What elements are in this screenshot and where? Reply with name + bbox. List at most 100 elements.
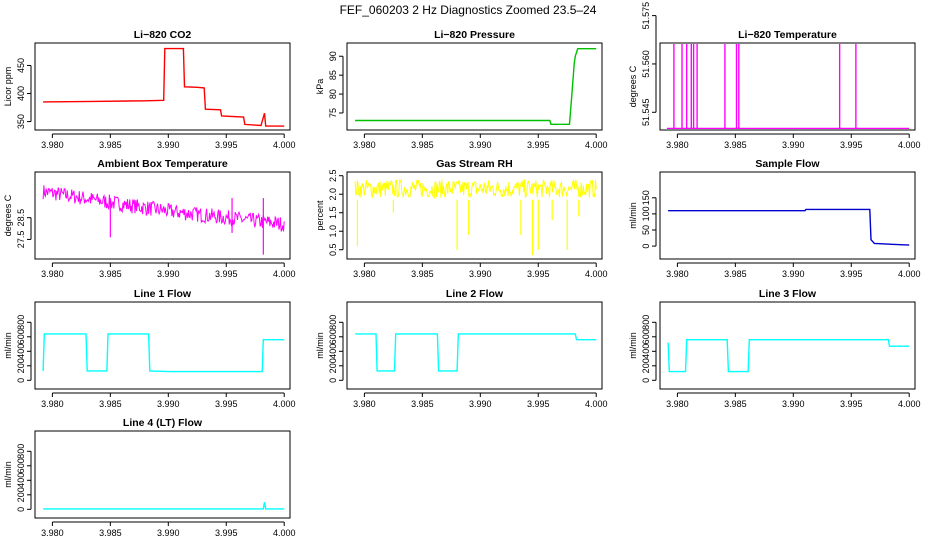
chart-panel: Li−820 CO2 3.980 3.985 3.990 3.995 4.000 350 40… [3, 29, 295, 150]
y-tick-label: 150 [641, 190, 651, 205]
x-tick-label: 3.995 [215, 140, 238, 150]
plot-area [355, 48, 597, 125]
y-tick-label: 800 [16, 315, 26, 330]
plot-frame [346, 301, 603, 390]
y-tick-label: 0.5 [328, 243, 338, 256]
plot-area [355, 333, 597, 372]
x-tick-label: 3.985 [99, 399, 122, 409]
y-tick-label: 1.0 [328, 225, 338, 238]
y-axis-label: ml/min [3, 461, 13, 488]
x-tick-label: 3.995 [840, 269, 863, 279]
data-series-line [668, 208, 910, 246]
y-tick-label: 200 [16, 358, 26, 373]
data-series-line [43, 47, 285, 127]
chart-panel: Line 4 (LT) Flow 3.980 3.985 3.990 3.995 4.00… [3, 417, 295, 538]
y-tick-label: 600 [641, 329, 651, 344]
y-axis: 75 80 85 90 [328, 51, 344, 118]
x-tick-label: 3.995 [215, 399, 238, 409]
x-tick-label: 3.980 [666, 399, 689, 409]
x-tick-label: 4.000 [273, 399, 296, 409]
chart-panel: Line 3 Flow 3.980 3.985 3.990 3.995 4.000 0 200… [628, 288, 920, 409]
x-tick-label: 3.985 [99, 140, 122, 150]
chart-panel: Gas Stream RH 3.980 3.985 3.990 3.995 4.000 0.… [315, 158, 607, 279]
x-tick-label: 4.000 [585, 269, 608, 279]
y-tick-label: 200 [328, 358, 338, 373]
x-axis: 3.980 3.985 3.990 3.995 4.000 [666, 133, 920, 150]
x-tick-label: 3.990 [782, 140, 805, 150]
plot-frame [659, 301, 916, 390]
x-axis: 3.980 3.985 3.990 3.995 4.000 [41, 521, 296, 538]
y-tick-label: 200 [641, 358, 651, 373]
x-axis: 3.980 3.985 3.990 3.995 4.000 [666, 392, 921, 409]
y-axis: 0.5 1.0 1.5 2.0 2.5 [328, 169, 344, 256]
x-tick-label: 3.990 [157, 528, 180, 538]
y-axis: 51.545 51.560 51.575 [641, 2, 657, 126]
y-tick-label: 400 [16, 473, 26, 488]
x-axis: 3.980 3.985 3.990 3.995 4.000 [41, 133, 296, 150]
x-tick-label: 4.000 [585, 140, 608, 150]
data-series-line [42, 333, 285, 373]
x-axis: 3.980 3.985 3.990 3.995 4.000 [666, 262, 921, 279]
plot-area [667, 339, 910, 373]
y-tick-label: 2.5 [328, 169, 338, 182]
y-axis: 350 400 450 [16, 58, 32, 129]
y-tick-label: 0 [641, 378, 651, 383]
y-tick-label: 90 [328, 51, 338, 61]
chart-title: Line 1 Flow [134, 288, 192, 300]
x-tick-label: 4.000 [273, 140, 296, 150]
figure-title: FEF_060203 2 Hz Diagnostics Zoomed 23.5–… [340, 3, 597, 17]
x-tick-label: 3.995 [215, 528, 238, 538]
x-tick-label: 3.995 [840, 140, 863, 150]
y-tick-label: 200 [16, 487, 26, 502]
y-tick-label: 75 [328, 108, 338, 118]
panel-grid: Li−820 CO2 3.980 3.985 3.990 3.995 4.000 350 40… [3, 2, 920, 538]
plot-area [668, 208, 910, 246]
plot-frame [34, 430, 291, 519]
x-tick-label: 4.000 [273, 528, 296, 538]
data-series-line [355, 48, 597, 125]
y-tick-label: 350 [16, 114, 26, 129]
y-tick-label: 450 [16, 58, 26, 73]
y-tick-label: 400 [328, 344, 338, 359]
chart-title: Line 2 Flow [446, 288, 504, 300]
data-series-line [43, 501, 285, 510]
y-tick-label: 0 [16, 378, 26, 383]
data-series-line [42, 185, 285, 232]
x-tick-label: 3.985 [411, 269, 434, 279]
x-tick-label: 3.985 [99, 528, 122, 538]
x-tick-label: 4.000 [585, 399, 608, 409]
x-tick-label: 4.000 [898, 269, 921, 279]
x-tick-label: 4.000 [898, 399, 921, 409]
x-tick-label: 3.985 [724, 269, 747, 279]
chart-title: Li−820 Pressure [434, 29, 515, 41]
x-tick-label: 3.980 [353, 140, 376, 150]
chart-panel: Li−820 Pressure 3.980 3.985 3.990 3.995 4.000… [315, 29, 607, 150]
x-tick-label: 3.995 [840, 399, 863, 409]
x-tick-label: 3.985 [411, 140, 434, 150]
chart-title: Line 3 Flow [759, 288, 817, 300]
chart-panel: Sample Flow 3.980 3.985 3.990 3.995 4.000 0 50 1… [628, 158, 920, 279]
x-tick-label: 3.990 [157, 140, 180, 150]
y-axis: 27.5 28.5 [16, 209, 32, 248]
chart-title: Ambient Box Temperature [97, 158, 228, 170]
plot-area [42, 185, 285, 255]
x-tick-label: 3.990 [782, 269, 805, 279]
y-tick-label: 0 [328, 378, 338, 383]
x-axis: 3.980 3.985 3.990 3.995 4.000 [41, 262, 295, 279]
y-axis-label: ml/min [628, 202, 638, 229]
x-axis: 3.980 3.985 3.990 3.995 4.000 [353, 133, 608, 150]
x-tick-label: 3.985 [411, 399, 434, 409]
x-tick-label: 3.990 [469, 269, 492, 279]
x-tick-label: 3.990 [157, 269, 180, 279]
y-tick-label: 600 [16, 329, 26, 344]
y-tick-label: 800 [16, 444, 26, 459]
x-tick-label: 3.995 [527, 399, 550, 409]
y-tick-label: 0 [641, 244, 651, 249]
plot-frame [34, 42, 291, 131]
x-tick-label: 3.980 [353, 269, 376, 279]
chart-panel: Line 1 Flow 3.980 3.985 3.990 3.995 4.000 0 200… [3, 288, 295, 409]
plot-area [42, 333, 285, 373]
